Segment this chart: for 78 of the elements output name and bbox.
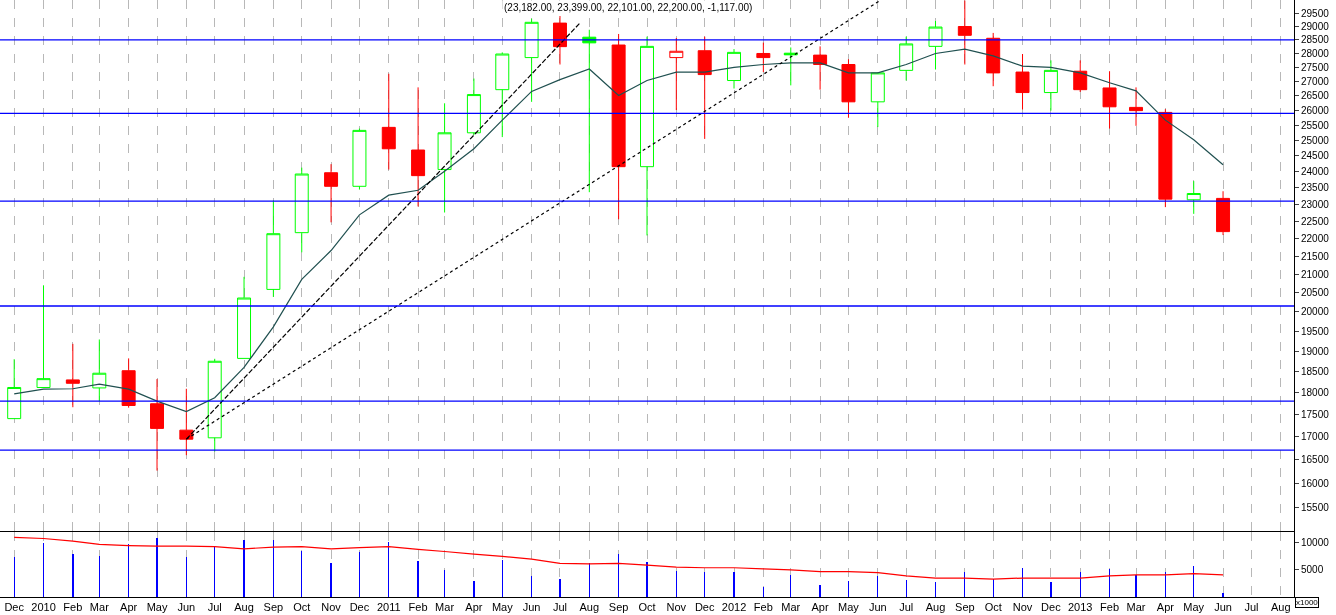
x-tick-label: Aug	[925, 601, 946, 614]
x-tick-label: Dec	[349, 601, 370, 614]
x-tick-label: May	[1183, 601, 1205, 614]
y-tick-label: 21500	[1301, 250, 1330, 262]
x-tick-label: May	[146, 601, 168, 614]
y-tick-label: 10000	[1301, 537, 1330, 549]
x-tick-label: Apr	[811, 601, 829, 614]
y-tick-label: 22000	[1301, 233, 1330, 245]
x-tick-label: Aug	[1270, 601, 1291, 614]
x-tick-label: Dec	[4, 601, 25, 614]
x-tick-label: May	[838, 601, 860, 614]
x-tick-label: Mar	[781, 601, 801, 614]
x-tick-label: Apr	[1156, 601, 1175, 614]
x-tick-label: Feb	[408, 601, 428, 614]
y-tick-label: 21000	[1301, 268, 1330, 280]
x-tick-label: 2013	[1067, 601, 1093, 614]
x-tick-label: Mar	[435, 601, 455, 614]
x-tick-label: Aug	[234, 601, 254, 614]
x-tick-label: Oct	[638, 601, 656, 614]
x-tick-label: Jul	[1244, 601, 1259, 614]
y-tick-label: 23000	[1301, 198, 1330, 210]
y-tick-label: 20000	[1301, 306, 1330, 318]
y-tick-label: 27000	[1301, 75, 1330, 87]
y-tick-label: 28000	[1301, 47, 1330, 59]
y-tick-label: 29500	[1301, 7, 1330, 19]
y-tick-label: 19500	[1301, 325, 1330, 337]
x-tick-label: Sep	[955, 601, 975, 614]
y-tick-label: 29000	[1301, 21, 1330, 33]
y-tick-label: 20500	[1301, 287, 1330, 299]
x-tick-label: Aug	[579, 601, 600, 614]
x-tick-label: Dec	[1041, 601, 1062, 614]
y-tick-label: 16000	[1301, 477, 1330, 489]
x-tick-label: Nov	[1012, 601, 1033, 614]
x-tick-label: Feb	[63, 601, 83, 614]
x-tick-label: Jun	[522, 601, 541, 614]
x-tick-label: Sep	[263, 601, 284, 614]
x-tick-label: Nov	[321, 601, 342, 614]
x-tick-label: Jun	[1214, 601, 1232, 614]
x-tick-label: Jun	[868, 601, 887, 614]
x-tick-label: Mar	[1126, 601, 1146, 614]
y-tick-label: 18000	[1301, 387, 1330, 399]
y-tick-label: 25000	[1301, 134, 1330, 146]
x-tick-label: May	[491, 601, 514, 614]
x-tick-label: 2012	[721, 601, 747, 614]
y-tick-label: 24500	[1301, 150, 1330, 162]
x-tick-label: Jul	[899, 601, 914, 614]
x-tick-label: Feb	[1100, 601, 1120, 614]
y-tick-label: 18500	[1301, 366, 1330, 378]
x-tick-label: Feb	[753, 601, 773, 614]
y-tick-label: 5000	[1301, 564, 1324, 576]
y-tick-label: 22500	[1301, 215, 1330, 227]
x-tick-label: Apr	[465, 601, 483, 614]
chart-title: (23,182.00, 23,399.00, 22,101.00, 22,200.00, -1,117.00)	[504, 2, 753, 13]
y-tick-label: 19000	[1301, 345, 1330, 357]
y-tick-label: 28500	[1301, 34, 1330, 46]
x-tick-label: 2011	[376, 601, 401, 614]
y-tick-label: 17500	[1301, 408, 1330, 420]
x-tick-label: Mar	[89, 601, 110, 614]
y-tick-label: 15500	[1301, 501, 1330, 513]
y-tick-label: 26000	[1301, 104, 1330, 116]
x-tick-label: Apr	[120, 601, 138, 614]
y-tick-label: 24000	[1301, 166, 1330, 178]
x-tick-label: Jul	[207, 601, 222, 614]
y-tick-label: 23500	[1301, 182, 1330, 194]
y-tick-label: 25500	[1301, 119, 1330, 131]
x-tick-label: Sep	[608, 601, 629, 614]
y-tick-label: 26500	[1301, 90, 1330, 102]
y-tick-label: 27500	[1301, 61, 1330, 73]
x-tick-label: Oct	[293, 601, 311, 614]
x-tick-label: Oct	[984, 601, 1002, 614]
x-tick-label: 2010	[31, 601, 56, 614]
x-tick-label: Jul	[552, 601, 568, 614]
x-tick-label: Dec	[694, 601, 715, 614]
x-tick-label: Jun	[177, 601, 196, 614]
x-tick-label: Nov	[666, 601, 687, 614]
y-tick-label: 16500	[1301, 453, 1330, 465]
y-tick-label: 17000	[1301, 430, 1330, 442]
text: x1000	[1296, 598, 1319, 607]
